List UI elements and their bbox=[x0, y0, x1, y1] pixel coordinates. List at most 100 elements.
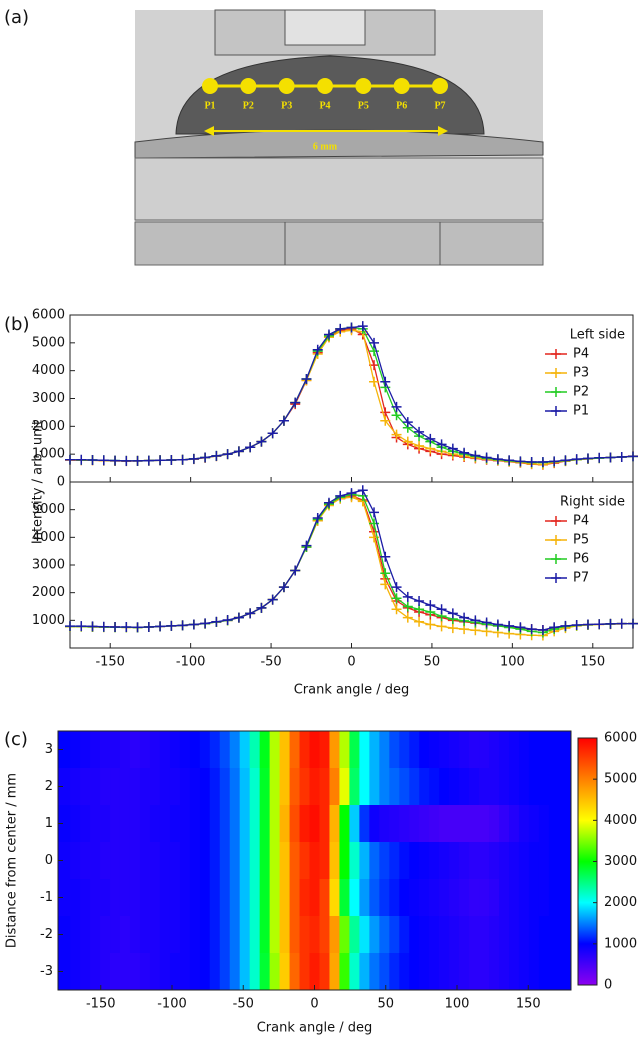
heat-cell bbox=[129, 768, 141, 806]
heat-cell bbox=[80, 805, 91, 843]
heat-cell bbox=[499, 805, 510, 843]
heat-cell bbox=[239, 916, 251, 954]
data-point bbox=[87, 455, 98, 466]
data-point bbox=[155, 455, 166, 466]
y-tick-label: 0 bbox=[57, 475, 65, 490]
heat-cell bbox=[309, 768, 320, 806]
data-point bbox=[537, 625, 548, 636]
heat-cell bbox=[518, 953, 530, 991]
heat-cell bbox=[548, 731, 560, 769]
heat-cell bbox=[219, 953, 231, 991]
heat-cell bbox=[449, 916, 460, 954]
heat-cell bbox=[80, 842, 91, 880]
heat-cell bbox=[58, 731, 71, 769]
data-point bbox=[267, 594, 278, 605]
data-point bbox=[481, 452, 492, 463]
heat-cell bbox=[229, 916, 241, 954]
y-tick-label: 1000 bbox=[32, 613, 65, 628]
heat-cell bbox=[439, 768, 450, 806]
x-tick-label: 100 bbox=[445, 997, 470, 1012]
heat-cell bbox=[399, 805, 410, 843]
heat-cell bbox=[419, 879, 430, 917]
y-tick-label: 6000 bbox=[32, 308, 65, 323]
x-tick-label: 50 bbox=[424, 655, 441, 670]
heat-cell bbox=[389, 879, 400, 917]
data-point bbox=[380, 568, 391, 579]
heat-cell bbox=[119, 953, 131, 991]
heat-cell bbox=[548, 953, 560, 991]
data-point bbox=[222, 615, 233, 626]
heat-cell bbox=[469, 805, 480, 843]
heat-cell bbox=[439, 916, 450, 954]
heat-cell bbox=[159, 953, 171, 991]
heat-cell bbox=[558, 916, 572, 954]
heat-cell bbox=[289, 731, 301, 769]
probe-point bbox=[393, 78, 410, 94]
heat-cell bbox=[389, 953, 400, 991]
data-point bbox=[492, 454, 503, 465]
heat-cell bbox=[269, 768, 281, 806]
heat-cell bbox=[309, 916, 320, 954]
data-point bbox=[76, 621, 87, 632]
heat-cell bbox=[309, 842, 320, 880]
legend-title: Left side bbox=[570, 328, 625, 343]
heat-cell bbox=[439, 805, 450, 843]
colorbar-tick-label: 2000 bbox=[604, 895, 637, 910]
heat-cell bbox=[479, 879, 490, 917]
piston bbox=[134, 221, 544, 266]
heat-cell bbox=[119, 731, 131, 769]
heat-cell bbox=[329, 953, 340, 991]
heat-cell bbox=[459, 953, 470, 991]
data-point bbox=[582, 453, 593, 464]
heat-cell bbox=[369, 731, 380, 769]
heat-cell bbox=[189, 916, 201, 954]
heat-cell bbox=[299, 879, 311, 917]
data-point bbox=[369, 346, 380, 357]
heat-cell bbox=[459, 731, 470, 769]
heat-cell bbox=[249, 731, 261, 769]
heat-cell bbox=[139, 916, 151, 954]
heat-cell bbox=[299, 805, 311, 843]
heat-cell bbox=[509, 731, 520, 769]
heat-cell bbox=[339, 953, 350, 991]
y-axis-label: Intensity / arb. unit bbox=[31, 420, 46, 544]
data-point bbox=[65, 621, 75, 632]
x-axis-label: Crank angle / deg bbox=[257, 1021, 373, 1036]
heat-cell bbox=[219, 916, 231, 954]
data-point bbox=[436, 621, 447, 632]
heat-cell bbox=[279, 953, 291, 991]
series-line bbox=[70, 329, 634, 466]
heat-cell bbox=[538, 842, 550, 880]
data-point bbox=[549, 622, 560, 633]
series-line bbox=[70, 493, 633, 634]
data-point bbox=[414, 426, 425, 437]
y-axis-label: Distance from center / mm bbox=[5, 773, 20, 948]
y-tick-label: 3 bbox=[45, 742, 53, 757]
y-tick-label: 2 bbox=[45, 779, 53, 794]
heat-cell bbox=[409, 879, 420, 917]
y-tick-label: 0 bbox=[45, 853, 53, 868]
data-point bbox=[278, 582, 289, 593]
heat-cell bbox=[429, 842, 440, 880]
heat-cell bbox=[119, 768, 131, 806]
heat-cell bbox=[538, 768, 550, 806]
heat-cell bbox=[389, 805, 400, 843]
legend-marker bbox=[551, 406, 561, 416]
heat-cell bbox=[369, 805, 380, 843]
heat-cell bbox=[429, 731, 440, 769]
heat-cell bbox=[189, 731, 201, 769]
data-point bbox=[447, 623, 458, 634]
heat-cell bbox=[389, 916, 400, 954]
heat-cell bbox=[558, 768, 572, 806]
heat-cell bbox=[469, 768, 480, 806]
heat-cell bbox=[359, 731, 370, 769]
heat-cell bbox=[80, 879, 91, 917]
heat-cell bbox=[558, 731, 572, 769]
heat-cell bbox=[379, 768, 390, 806]
heat-cell bbox=[249, 879, 261, 917]
heat-cell bbox=[229, 953, 241, 991]
data-point bbox=[301, 540, 312, 551]
heat-cell bbox=[349, 768, 360, 806]
heat-cell bbox=[489, 953, 500, 991]
plot-frame bbox=[69, 314, 634, 483]
